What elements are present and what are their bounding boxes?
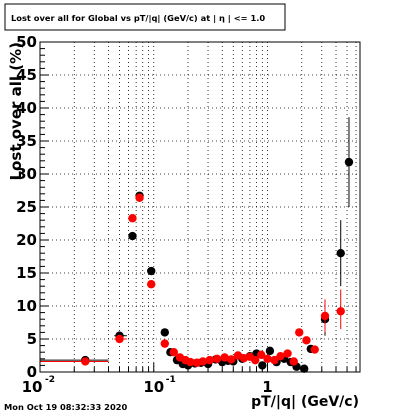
- data-point: [81, 357, 90, 366]
- data-point: [227, 355, 236, 364]
- data-point: [198, 357, 208, 366]
- data-point: [270, 355, 279, 365]
- y-tick-label: 35: [16, 132, 37, 150]
- y-tick-label: 20: [16, 231, 37, 249]
- data-point: [128, 231, 137, 241]
- data-point: [283, 349, 292, 358]
- y-tick-label: 45: [16, 66, 37, 84]
- y-tick-label: 40: [16, 99, 37, 117]
- data-point: [160, 328, 169, 337]
- chart-title: Lost over all for Global vs pT/|q| (GeV/…: [11, 13, 265, 23]
- data-point: [336, 307, 345, 316]
- series-layer: [40, 117, 354, 373]
- y-axis-label: Lost over all (%): [7, 42, 25, 180]
- series-red: [40, 193, 345, 367]
- grid: [40, 42, 360, 372]
- data-point: [257, 350, 266, 360]
- data-point: [276, 351, 285, 361]
- data-point: [220, 353, 229, 362]
- data-point: [302, 336, 311, 345]
- y-tick-label: 30: [16, 165, 37, 183]
- data-point: [310, 345, 319, 354]
- x-tick-label-base: 1: [262, 378, 272, 396]
- data-point: [128, 214, 137, 223]
- data-point: [205, 355, 214, 365]
- data-point: [160, 339, 169, 348]
- timestamp: Mon Oct 19 08:32:33 2020: [4, 402, 127, 412]
- y-tick-label: 10: [16, 297, 37, 315]
- data-point: [258, 361, 267, 370]
- x-tick-label-base: 10: [143, 378, 164, 396]
- x-tick-label: 10 -2: [22, 375, 55, 396]
- data-point: [336, 249, 345, 258]
- data-point: [169, 348, 178, 357]
- title-box: Lost over all for Global vs pT/|q| (GeV/…: [4, 3, 286, 31]
- y-tick-label: 5: [27, 330, 37, 348]
- x-tick-label: 10 -1: [143, 375, 175, 396]
- data-point: [147, 280, 156, 289]
- data-point: [212, 354, 222, 363]
- data-point: [147, 266, 156, 276]
- data-point: [115, 334, 124, 344]
- x-tick-label: 1: [262, 378, 272, 396]
- data-point: [265, 346, 275, 356]
- y-tick-label: 25: [16, 198, 37, 216]
- x-tick-label-base: 10: [22, 378, 43, 396]
- data-point: [251, 355, 260, 365]
- x-tick-label-exponent: -2: [45, 375, 55, 385]
- y-tick-label: 0: [27, 363, 37, 381]
- data-point: [295, 328, 304, 337]
- data-point: [344, 157, 354, 167]
- data-point: [289, 357, 298, 366]
- x-tick-label-exponent: -1: [166, 375, 176, 385]
- data-point: [263, 354, 272, 363]
- data-point: [320, 311, 330, 321]
- data-point: [186, 357, 195, 367]
- y-tick-label: 15: [16, 264, 37, 282]
- data-point: [135, 193, 144, 202]
- y-tick-label: 50: [16, 33, 37, 51]
- x-axis-label: pT/|q| (GeV/c): [251, 394, 359, 410]
